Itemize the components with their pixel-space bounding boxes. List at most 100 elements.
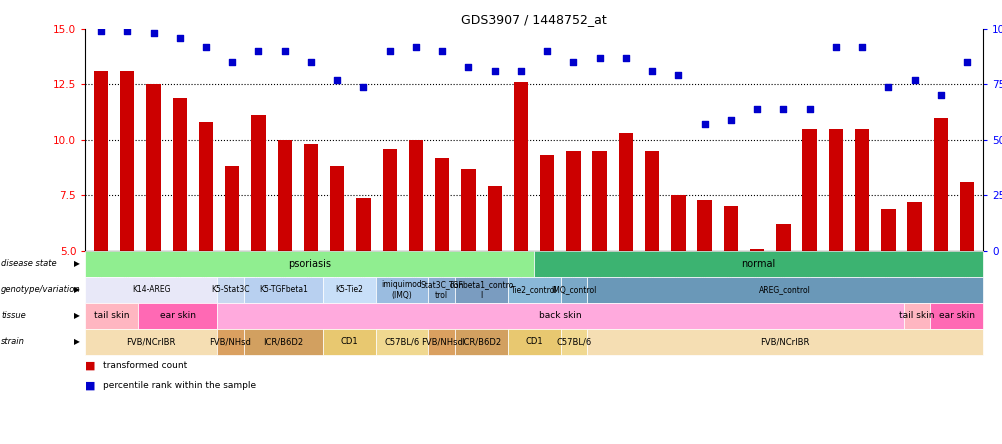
Text: ICR/B6D2: ICR/B6D2 bbox=[263, 337, 303, 346]
Point bbox=[145, 30, 161, 37]
Bar bbox=[539, 155, 554, 251]
Bar bbox=[172, 98, 186, 251]
Point bbox=[801, 105, 817, 112]
Bar bbox=[907, 202, 921, 251]
Bar bbox=[723, 206, 737, 251]
Text: ■: ■ bbox=[85, 381, 95, 391]
Bar bbox=[696, 200, 711, 251]
Bar bbox=[566, 151, 580, 251]
Point bbox=[171, 34, 187, 41]
Text: back skin: back skin bbox=[539, 311, 581, 320]
Text: ■: ■ bbox=[85, 361, 95, 371]
Point bbox=[748, 105, 765, 112]
Point bbox=[355, 83, 371, 90]
Point bbox=[696, 121, 712, 128]
Text: psoriasis: psoriasis bbox=[288, 259, 331, 269]
Point bbox=[277, 48, 293, 55]
Text: disease state: disease state bbox=[1, 259, 56, 268]
Bar bbox=[146, 84, 160, 251]
Bar bbox=[278, 140, 292, 251]
Bar bbox=[330, 166, 344, 251]
Point bbox=[669, 72, 685, 79]
Bar bbox=[854, 129, 869, 251]
Bar bbox=[382, 149, 397, 251]
Point bbox=[722, 116, 738, 123]
Text: Stat3C_con
trol: Stat3C_con trol bbox=[420, 280, 463, 300]
Text: CD1: CD1 bbox=[340, 337, 358, 346]
Bar bbox=[670, 195, 685, 251]
Text: ▶: ▶ bbox=[74, 285, 80, 294]
Bar bbox=[592, 151, 606, 251]
Bar bbox=[409, 140, 423, 251]
Text: ▶: ▶ bbox=[74, 311, 80, 320]
Text: tail skin: tail skin bbox=[94, 311, 129, 320]
Bar bbox=[224, 166, 239, 251]
Bar bbox=[435, 158, 449, 251]
Text: percentile rank within the sample: percentile rank within the sample bbox=[103, 381, 257, 390]
Text: FVB/NHsd: FVB/NHsd bbox=[209, 337, 252, 346]
Bar bbox=[120, 71, 134, 251]
Point bbox=[906, 76, 922, 83]
Point bbox=[958, 59, 974, 66]
Point bbox=[224, 59, 240, 66]
Text: CD1: CD1 bbox=[525, 337, 542, 346]
Point bbox=[565, 59, 581, 66]
Text: Tie2_control: Tie2_control bbox=[510, 285, 557, 294]
Bar bbox=[304, 144, 318, 251]
Point bbox=[119, 28, 135, 35]
Point bbox=[775, 105, 791, 112]
Text: C57BL/6: C57BL/6 bbox=[384, 337, 419, 346]
Text: strain: strain bbox=[1, 337, 25, 346]
Text: ear skin: ear skin bbox=[159, 311, 195, 320]
Bar bbox=[513, 82, 528, 251]
Point bbox=[932, 92, 948, 99]
Point bbox=[854, 43, 870, 50]
Point bbox=[408, 43, 424, 50]
Point bbox=[591, 54, 607, 61]
Text: imiquimod
(IMQ): imiquimod (IMQ) bbox=[382, 280, 422, 300]
Point bbox=[382, 48, 398, 55]
Text: K5-TGFbeta1: K5-TGFbeta1 bbox=[259, 285, 308, 294]
Text: FVB/NCrIBR: FVB/NCrIBR bbox=[760, 337, 809, 346]
Bar bbox=[94, 71, 108, 251]
Text: IMQ_control: IMQ_control bbox=[550, 285, 596, 294]
Text: ▶: ▶ bbox=[74, 259, 80, 268]
Text: ear skin: ear skin bbox=[938, 311, 974, 320]
Bar bbox=[933, 118, 947, 251]
Point bbox=[486, 67, 502, 75]
Bar bbox=[776, 224, 790, 251]
Text: TGFbeta1_contro
l: TGFbeta1_contro l bbox=[448, 280, 513, 300]
Text: ICR/B6D2: ICR/B6D2 bbox=[461, 337, 501, 346]
Point bbox=[643, 67, 659, 75]
Point bbox=[93, 28, 109, 35]
Point bbox=[434, 48, 450, 55]
Text: FVB/NHsd: FVB/NHsd bbox=[420, 337, 462, 346]
Point bbox=[827, 43, 843, 50]
Point bbox=[303, 59, 319, 66]
Text: genotype/variation: genotype/variation bbox=[1, 285, 80, 294]
Title: GDS3907 / 1448752_at: GDS3907 / 1448752_at bbox=[461, 13, 606, 26]
Bar bbox=[356, 198, 371, 251]
Text: tail skin: tail skin bbox=[898, 311, 934, 320]
Point bbox=[460, 63, 476, 70]
Text: K5-Tie2: K5-Tie2 bbox=[335, 285, 363, 294]
Bar bbox=[618, 133, 632, 251]
Text: K5-Stat3C: K5-Stat3C bbox=[211, 285, 249, 294]
Bar bbox=[749, 249, 764, 251]
Point bbox=[197, 43, 213, 50]
Point bbox=[539, 48, 555, 55]
Text: AREG_control: AREG_control bbox=[759, 285, 810, 294]
Text: normal: normal bbox=[740, 259, 775, 269]
Point bbox=[250, 48, 267, 55]
Text: tissue: tissue bbox=[1, 311, 26, 320]
Bar bbox=[644, 151, 658, 251]
Point bbox=[880, 83, 896, 90]
Point bbox=[617, 54, 633, 61]
Bar bbox=[198, 122, 213, 251]
Point bbox=[512, 67, 528, 75]
Text: C57BL/6: C57BL/6 bbox=[555, 337, 591, 346]
Point bbox=[329, 76, 345, 83]
Bar bbox=[828, 129, 843, 251]
Text: FVB/NCrIBR: FVB/NCrIBR bbox=[126, 337, 175, 346]
Bar bbox=[881, 209, 895, 251]
